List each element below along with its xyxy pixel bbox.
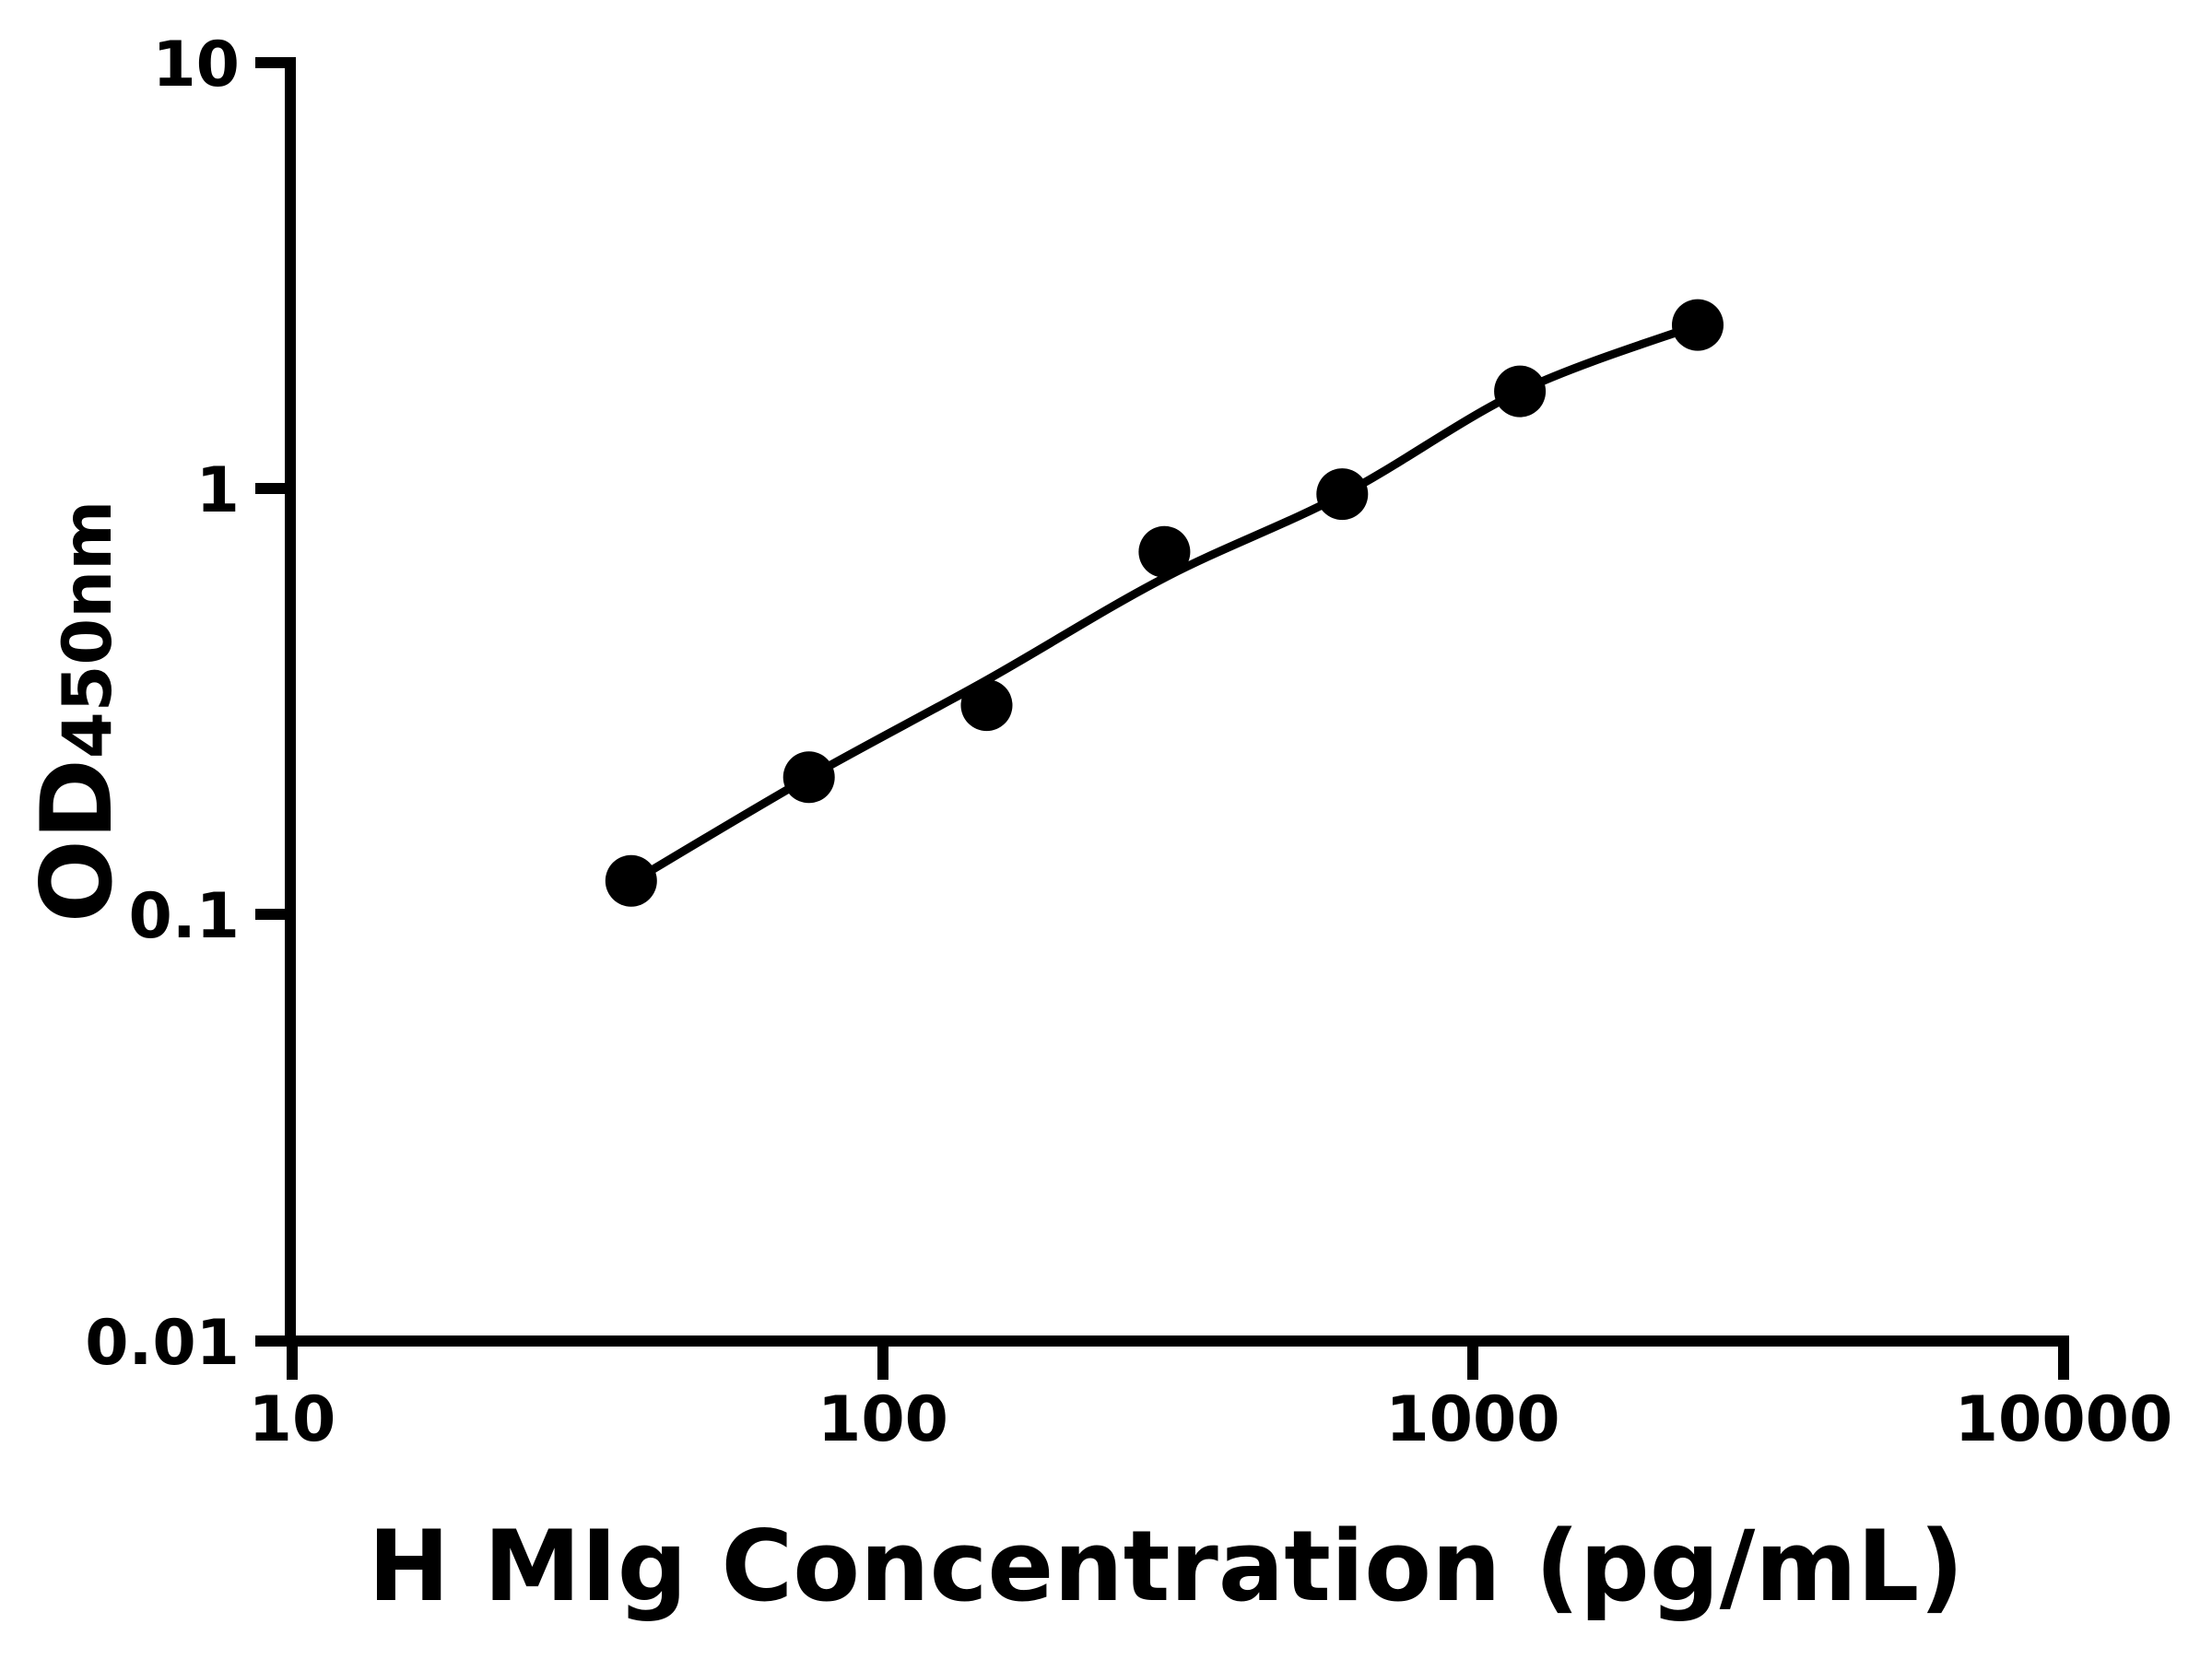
- x-tick-label-100: 100: [818, 1383, 948, 1456]
- y-axis-title-main: OD: [20, 759, 134, 923]
- data-point-marker: [1494, 365, 1547, 418]
- data-point-marker: [1138, 525, 1191, 578]
- y-axis-title: OD450nm: [20, 500, 134, 924]
- data-point-marker: [782, 751, 835, 804]
- y-axis: 10 1 0.1 0.01: [85, 29, 296, 1380]
- y-tick-label-0-1: 0.1: [129, 880, 240, 953]
- y-tick-label-0-01: 0.01: [85, 1307, 240, 1380]
- y-tick-label-10: 10: [152, 29, 240, 101]
- data-point-marker: [1316, 468, 1369, 521]
- data-point-marker: [960, 679, 1013, 732]
- data-point-marker: [605, 854, 657, 907]
- y-axis-title-subscript: 450nm: [49, 500, 127, 759]
- x-tick-label-10000: 10000: [1955, 1383, 2173, 1456]
- data-point-marker: [1672, 299, 1724, 351]
- x-tick-label-1000: 1000: [1385, 1383, 1559, 1456]
- series-layer: [605, 299, 1724, 907]
- y-tick-label-1: 1: [196, 454, 240, 527]
- x-axis-title: H MIg Concentration (pg/mL): [368, 1510, 1964, 1623]
- x-axis: 10 100 1000 10000: [249, 1335, 2173, 1456]
- x-tick-label-10: 10: [249, 1383, 336, 1456]
